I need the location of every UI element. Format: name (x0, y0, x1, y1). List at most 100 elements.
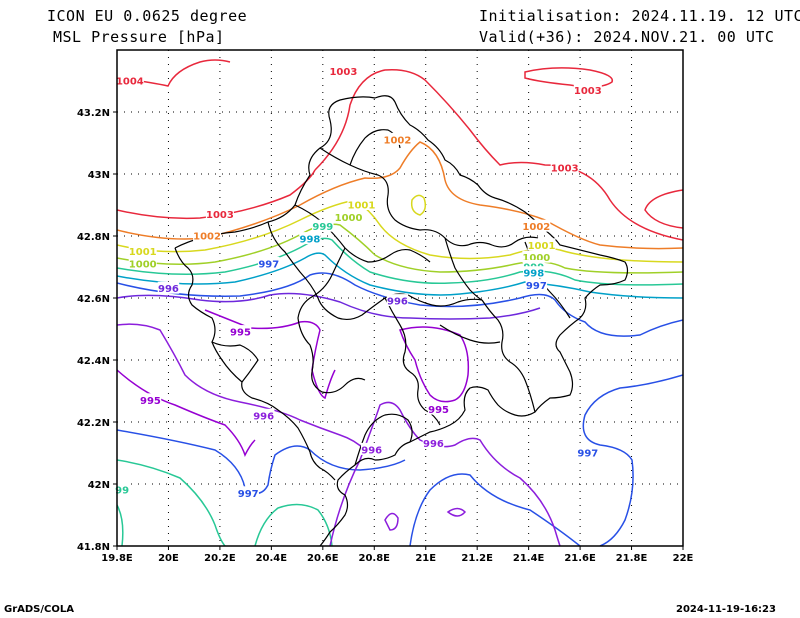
footer-left: GrADS/COLA (4, 604, 74, 615)
region-west-edge (174, 247, 336, 481)
contour-label-bg (525, 278, 548, 291)
isobar-997-sw (117, 429, 406, 494)
contour-label: 1003 (206, 210, 234, 221)
isobar-999-sw (117, 504, 124, 546)
contour-label-bg (522, 250, 551, 263)
x-tick-label: 21.8E (616, 553, 648, 564)
country-borders (174, 95, 629, 546)
contour-labels: 1004100310031003100310021002100210011000… (114, 64, 602, 500)
contour-label: 995 (428, 405, 449, 416)
contour-label: 1002 (384, 135, 412, 146)
contour-label: 997 (238, 489, 259, 500)
x-tick-label: 20.2E (204, 553, 236, 564)
isobar-998 (117, 252, 683, 299)
contour-label: 999 (312, 222, 333, 233)
y-tick-label: 43N (88, 170, 110, 181)
inner-border-f (481, 299, 536, 413)
x-tick-label: 19.8E (101, 553, 133, 564)
isobar-1003-west (117, 169, 316, 220)
contour-label: 996 (387, 297, 408, 308)
x-tick-label: 21.6E (564, 553, 596, 564)
contour-label: 1004 (116, 77, 144, 88)
model-title: ICON EU 0.0625 degree (47, 7, 248, 25)
contour-label: 997 (258, 259, 279, 270)
inner-border-g (444, 237, 483, 301)
y-tick-label: 43.2N (77, 108, 110, 119)
isobar-997-south (409, 473, 581, 546)
contour-label-bg (237, 486, 259, 499)
x-tick-label: 20.6E (307, 553, 339, 564)
contour-label-bg (229, 325, 252, 338)
isobar-998-sw (117, 459, 226, 546)
contour-label: 1003 (551, 163, 579, 174)
y-tick-label: 42.6N (77, 294, 110, 305)
inner-border-d (297, 247, 366, 394)
init-time: Initialisation: 2024.11.19. 12 UTC (479, 7, 800, 25)
lat-lon-grid (117, 50, 683, 546)
contour-label: 996 (158, 284, 179, 295)
x-tick-label: 21.2E (461, 553, 493, 564)
contour-label: 1001 (528, 241, 556, 252)
contour-label-bg (139, 393, 162, 406)
contour-label: 1002 (193, 232, 221, 243)
contour-label: 1001 (129, 247, 157, 258)
contour-label-bg (115, 74, 144, 86)
isobar-1002 (117, 141, 683, 250)
contour-label-bg (523, 266, 545, 279)
isobar-996-south (329, 401, 561, 546)
inner-border-e (384, 297, 441, 426)
isobar-995-west (117, 369, 256, 457)
isobar-1000 (117, 223, 683, 274)
contour-label: 1000 (335, 213, 363, 224)
contour-label: 996 (423, 439, 444, 450)
contour-label: 1001 (347, 201, 375, 212)
contour-label: 1000 (129, 259, 157, 270)
contour-label-bg (114, 483, 130, 496)
x-tick-label: 20.8E (359, 553, 391, 564)
isobar-999 (117, 237, 683, 286)
contour-label: 99 (115, 486, 129, 497)
contour-label-bg (422, 436, 445, 449)
contour-label: 996 (361, 445, 382, 456)
isobar-1003-north (314, 68, 683, 241)
contour-label-bg (312, 219, 334, 232)
isobar-996-small (384, 512, 399, 531)
contour-label-bg (573, 83, 602, 96)
contour-label: 1003 (574, 86, 602, 97)
isobar-1003-ne (524, 67, 614, 88)
isobar-997-east (582, 374, 683, 546)
contour-label-bg (577, 446, 599, 458)
contour-label-bg (383, 132, 412, 145)
contour-label-bg (258, 256, 280, 269)
contour-label-bg (347, 198, 376, 210)
contour-label-bg (205, 207, 234, 220)
contour-label: 998 (523, 269, 544, 280)
contour-label: 997 (526, 281, 547, 292)
contour-label: 1002 (522, 222, 550, 233)
isobar-995-east (399, 326, 470, 403)
contour-label-bg (252, 408, 275, 421)
isobar-996-small2 (446, 507, 467, 517)
contour-label: 998 (300, 235, 321, 246)
contour-label-bg (427, 402, 450, 415)
y-tick-label: 42.4N (77, 356, 110, 367)
contour-label: 1000 (522, 253, 550, 264)
valid-time: Valid(+36): 2024.NOV.21. 00 UTC (479, 28, 775, 46)
contour-label-bg (360, 442, 383, 455)
contour-label: 996 (253, 411, 274, 422)
contour-label-bg (299, 232, 321, 245)
region-outline (174, 95, 629, 546)
isobar-1004 (117, 59, 231, 87)
contour-label-bg (522, 219, 551, 232)
contour-label-bg (128, 256, 157, 269)
footer-right: 2024-11-19-16:23 (676, 604, 776, 615)
isobar-1003-east (644, 189, 683, 229)
x-tick-label: 20E (158, 553, 179, 564)
field-title: MSL Pressure [hPa] (53, 28, 225, 46)
x-tick-label: 22E (673, 553, 694, 564)
y-tick-label: 42.8N (77, 232, 110, 243)
isobar-1001-loop (410, 194, 427, 216)
contour-label-bg (193, 229, 222, 241)
contour-label: 1003 (329, 67, 357, 78)
